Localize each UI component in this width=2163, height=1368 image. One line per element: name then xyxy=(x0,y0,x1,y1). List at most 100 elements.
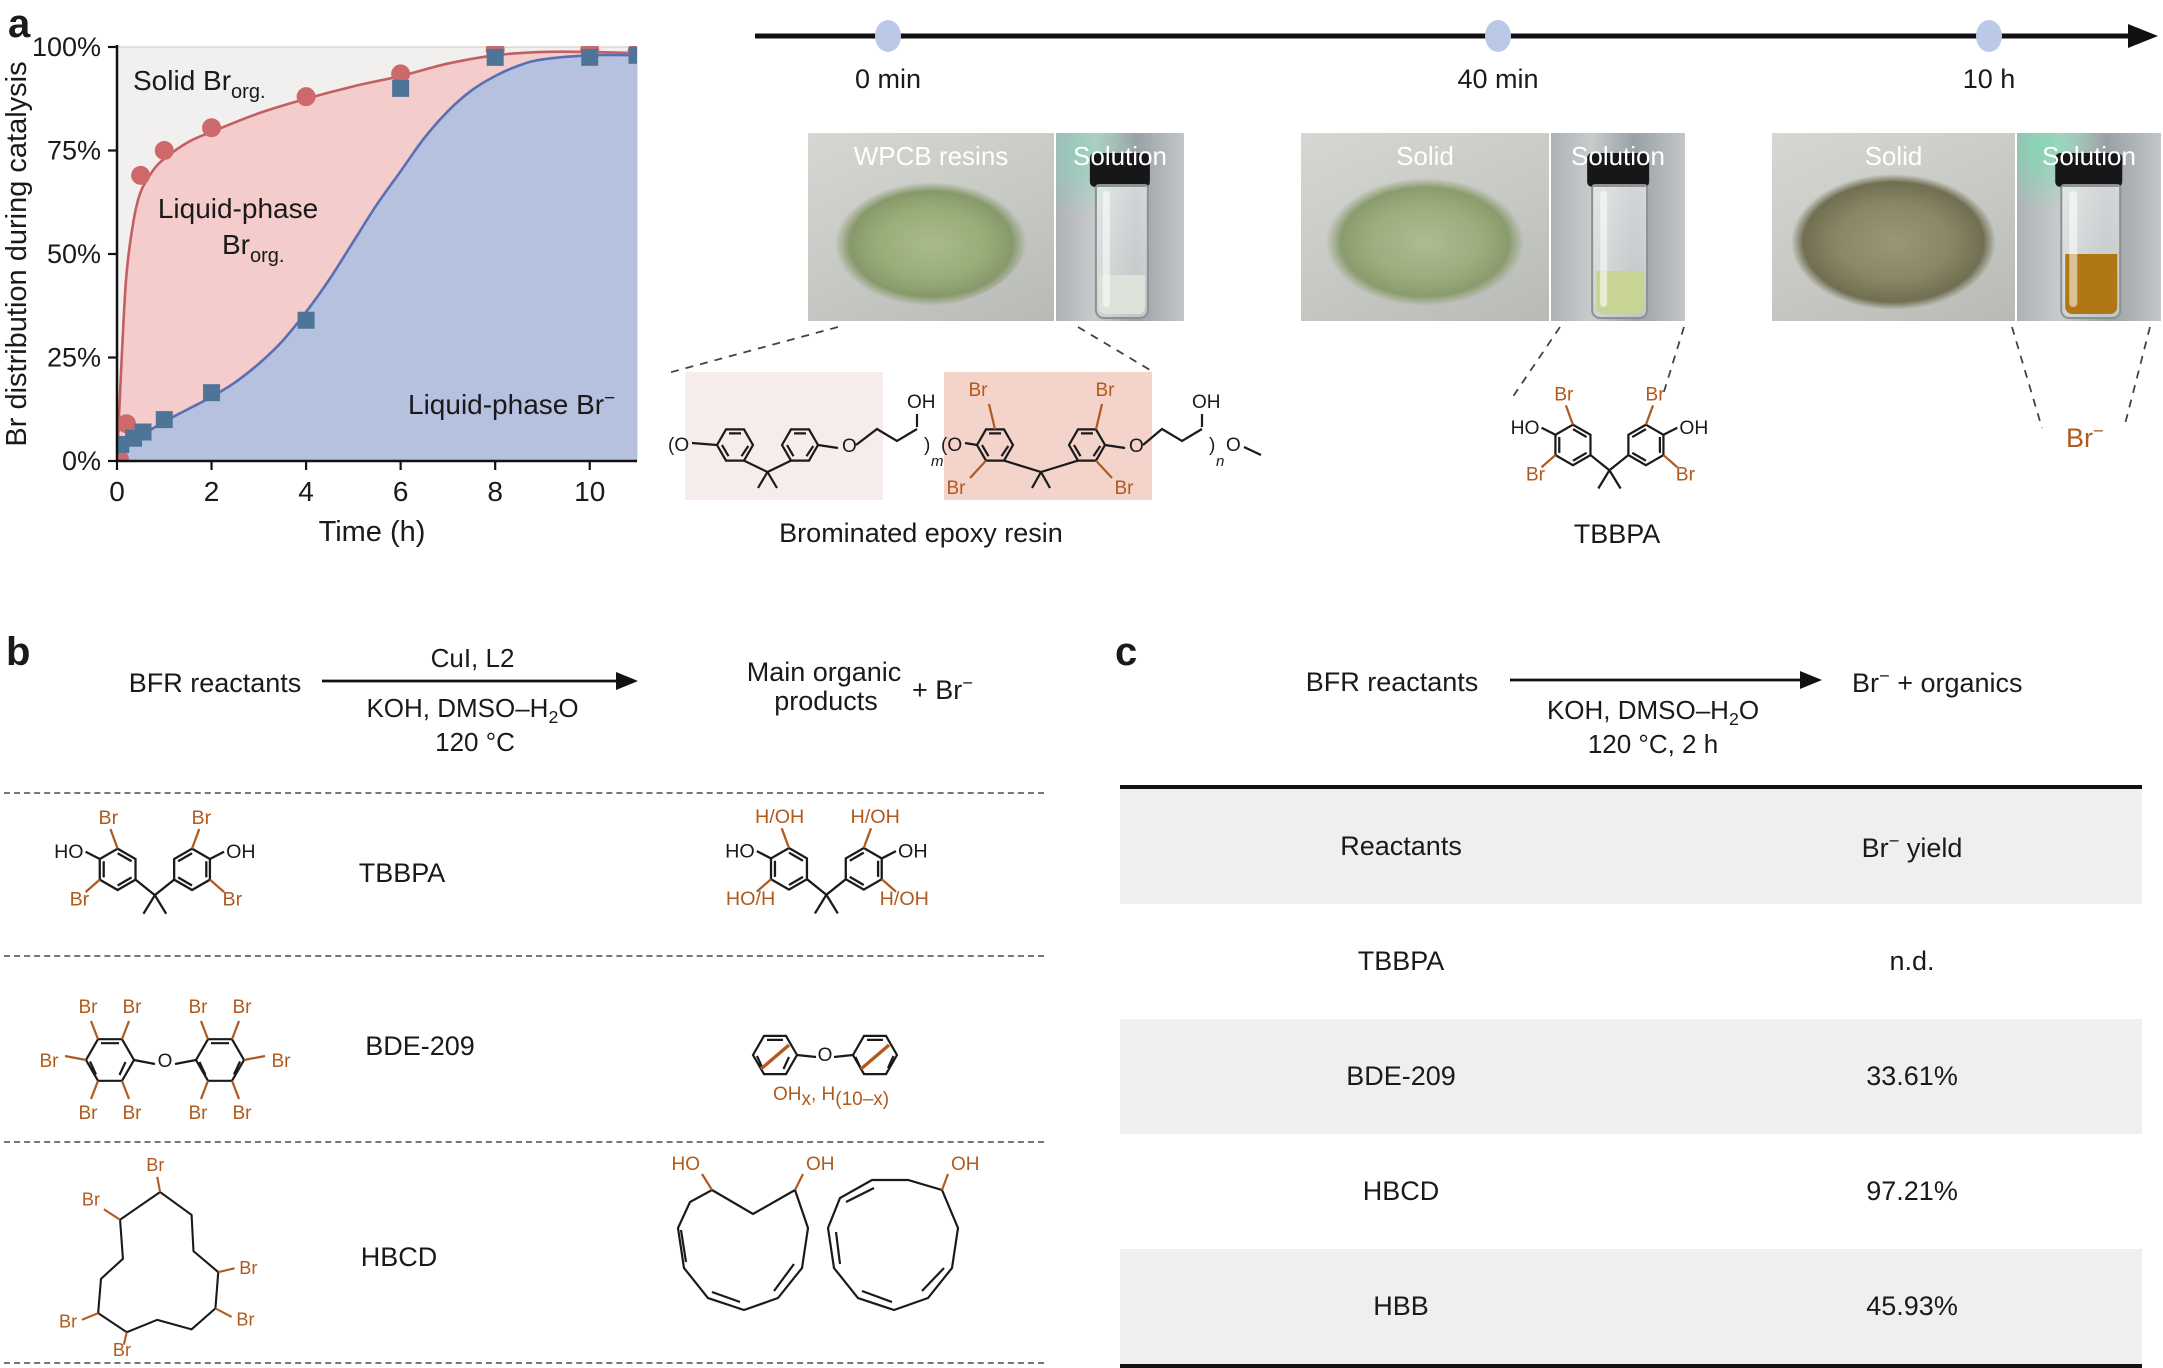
atom-label: (O xyxy=(668,435,689,456)
cell-yield: 45.93% xyxy=(1866,1291,1958,1321)
repeat-index-n: n xyxy=(1216,453,1224,470)
atom-label: O xyxy=(818,1045,833,1066)
substituent-label: H/OH xyxy=(851,806,900,828)
y-tick-label: 25% xyxy=(47,343,101,373)
row-label-tbbpa: TBBPA xyxy=(358,858,446,888)
region-label-liquid-org-line1: Liquid-phase xyxy=(158,193,318,224)
vial-liquid xyxy=(2064,254,2118,315)
timeline-label-40min: 40 min xyxy=(1457,64,1539,94)
data-point-circle xyxy=(202,118,222,138)
photo-label: Solution xyxy=(1571,141,1665,171)
br-label: Br xyxy=(233,997,253,1018)
atom-label: HO xyxy=(1511,418,1540,439)
br-label: Br xyxy=(272,1051,292,1072)
table-row: TBBPA n.d. xyxy=(1120,904,2142,1019)
table-row: HBB 45.93% xyxy=(1120,1249,2142,1364)
br-label: Br xyxy=(223,889,243,911)
timeline-dot-40min xyxy=(1485,20,1511,52)
vial-amber xyxy=(2047,153,2131,319)
atom-label: HO xyxy=(54,841,83,863)
panel-c-label: c xyxy=(1115,630,1138,674)
vial-liquid xyxy=(1595,271,1645,315)
y-axis-title: Br distribution during catalysis xyxy=(1,61,33,446)
vial-body xyxy=(1591,184,1649,319)
br-distribution-chart: 0% 25% 50% 75% 100% 0 2 4 6 8 10 Time (h) Br distrib… xyxy=(1,32,638,548)
substituent-label: HO/H xyxy=(726,888,775,910)
structure-tbbpa-reactant: Br Br HO OH Br Br xyxy=(54,807,256,915)
vial-cap xyxy=(1090,153,1150,188)
structure-hbcd-reactant: Br Br Br Br Br Br xyxy=(59,1155,257,1357)
header-br-yield: Br− yield xyxy=(1861,829,1963,863)
panel-b-cond-temp: 120 °C xyxy=(435,727,515,757)
structure-bde209-reactant: O Br Br Br Br Br Br Br Br Br Br xyxy=(40,997,292,1124)
data-point-square xyxy=(155,411,173,429)
br-label: Br xyxy=(1645,384,1665,405)
resin-pile xyxy=(1325,178,1525,306)
br-label: Br xyxy=(123,1103,143,1124)
br-label: Br xyxy=(189,1103,209,1124)
panel-b-cond-top: CuI, L2 xyxy=(430,643,515,673)
vial-body xyxy=(2060,184,2122,319)
vial-clear xyxy=(1083,153,1157,319)
structure-tbbpa-panel-a: Br Br HO OH Br Br xyxy=(1511,384,1708,490)
atom-label: OH xyxy=(806,1154,835,1175)
panel-b-plus-br: + Br− xyxy=(912,672,974,705)
header-reactants: Reactants xyxy=(1340,831,1462,861)
cell-reactant: TBBPA xyxy=(1357,946,1445,976)
atom-label: OH xyxy=(951,1154,980,1175)
cell-yield: 33.61% xyxy=(1866,1061,1958,1091)
y-tick-label: 50% xyxy=(47,239,101,269)
cell-reactant: HBCD xyxy=(1362,1176,1440,1206)
vial-cap xyxy=(1586,153,1650,188)
tbbpa-caption: TBBPA xyxy=(1573,519,1661,549)
br-label: Br xyxy=(82,1189,100,1209)
br-label: Br xyxy=(233,1103,253,1124)
br-label: Br xyxy=(70,889,90,911)
bromide-ion-label: Br− xyxy=(2066,420,2104,453)
x-axis-title: Time (h) xyxy=(319,516,426,548)
region-label-solid: Solid Brorg. xyxy=(133,65,266,103)
row-separator xyxy=(4,1141,1044,1143)
structure-hbcd-products: HO OH OH xyxy=(672,1154,980,1312)
br-label: Br xyxy=(40,1051,60,1072)
resin-pile xyxy=(835,181,1027,306)
data-point-square xyxy=(203,384,221,402)
atom-label: OH xyxy=(1192,392,1221,413)
powder-pile xyxy=(1791,174,1996,310)
photo-label: WPCB resins xyxy=(853,141,1009,171)
br-label: Br xyxy=(113,1340,131,1357)
y-tick-label: 0% xyxy=(62,446,101,476)
panel-c-arrowhead-icon xyxy=(1800,671,1822,689)
photo-solid-10h: Solid xyxy=(1772,133,2015,321)
data-point-circle xyxy=(391,64,411,84)
highlight-nonbrominated-unit xyxy=(685,372,883,500)
br-label: Br xyxy=(1526,464,1546,485)
region-label-bromide: Liquid-phase Br− xyxy=(408,388,615,420)
structure-bde209-product: O OHx, H(10–x) xyxy=(751,1034,899,1110)
data-point-circle xyxy=(296,87,316,107)
atom-label: OH xyxy=(1679,418,1708,439)
panel-b-reactants: BFR reactants xyxy=(128,668,302,698)
data-point-circle xyxy=(131,165,151,185)
br-label: Br xyxy=(1096,380,1116,401)
data-point-square xyxy=(581,48,599,66)
area-square xyxy=(117,54,637,462)
data-point-square xyxy=(297,311,315,329)
br-label: Br xyxy=(1676,464,1696,485)
cell-yield: 97.21% xyxy=(1866,1176,1958,1206)
panel-b-products-line1: Main organic xyxy=(746,657,902,687)
timeline-arrowhead-icon xyxy=(2128,24,2158,48)
timeline-dot-0min xyxy=(875,20,901,52)
x-tick-label: 0 xyxy=(109,476,125,507)
repeat-index-m: m xyxy=(931,453,944,470)
structure-brominated-epoxy-resin: (O O OH ) m (O Br Br Br Br O OH ) n O xyxy=(668,372,1262,500)
table-row: BDE-209 33.61% xyxy=(1120,1019,2142,1134)
br-label: Br xyxy=(192,807,212,829)
row-separator xyxy=(4,792,1044,794)
cell-reactant: BDE-209 xyxy=(1346,1061,1456,1091)
br-label: Br xyxy=(79,997,99,1018)
row-label-hbcd: HBCD xyxy=(360,1242,438,1272)
vial-pale-green xyxy=(1579,153,1657,319)
photo-solid-40min: Solid xyxy=(1301,133,1549,321)
